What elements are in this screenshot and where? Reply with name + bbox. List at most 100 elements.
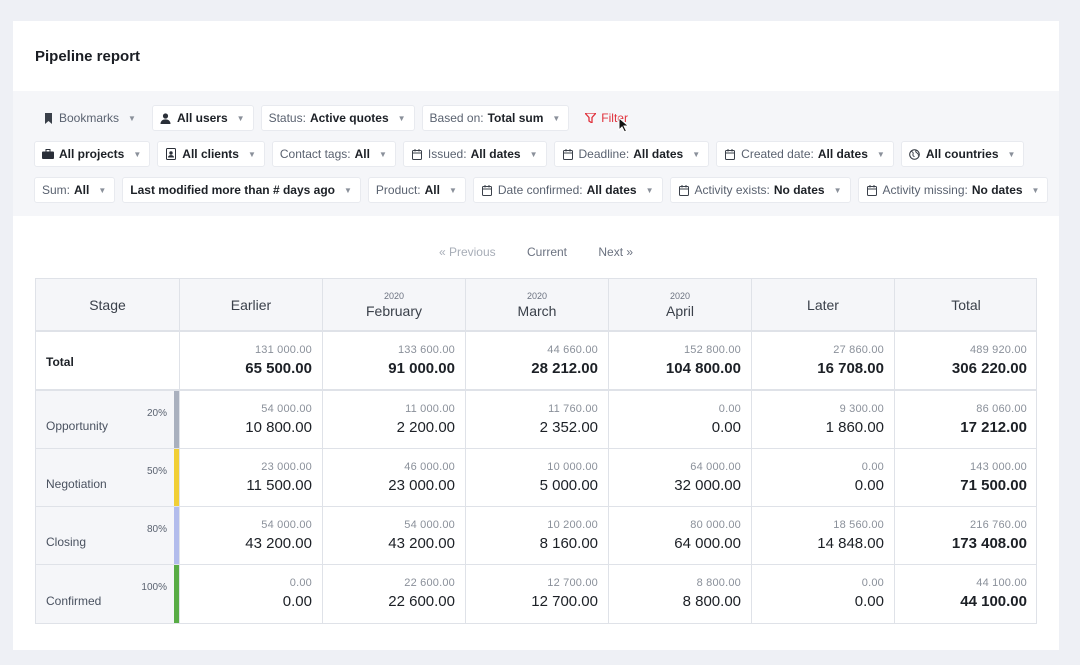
value-cell[interactable]: 489 920.00 306 220.00 bbox=[894, 332, 1037, 389]
value-cell[interactable]: 10 200.00 8 160.00 bbox=[465, 507, 608, 564]
activity-exists-filter[interactable]: Activity exists: No dates ▼ bbox=[669, 177, 851, 203]
sum-filter[interactable]: Sum: All ▼ bbox=[34, 177, 116, 203]
value-cell[interactable]: 9 300.00 1 860.00 bbox=[751, 391, 894, 448]
column-header-total[interactable]: Total bbox=[894, 279, 1037, 330]
column-header-march[interactable]: 2020 March bbox=[465, 279, 608, 330]
total-sum-value: 489 920.00 bbox=[969, 344, 1027, 356]
value-cell[interactable]: 11 760.00 2 352.00 bbox=[465, 391, 608, 448]
value-cell[interactable]: 12 700.00 12 700.00 bbox=[465, 565, 608, 623]
weighted-value: 2 352.00 bbox=[539, 419, 598, 436]
status-filter[interactable]: Status: Active quotes ▼ bbox=[260, 105, 415, 131]
value-cell[interactable]: 8 800.00 8 800.00 bbox=[608, 565, 751, 623]
all-users-filter[interactable]: All users ▼ bbox=[151, 105, 254, 131]
column-header-stage[interactable]: Stage bbox=[36, 279, 179, 330]
all-projects-filter[interactable]: All projects ▼ bbox=[34, 141, 151, 167]
value-cell[interactable]: 143 000.00 71 500.00 bbox=[894, 449, 1037, 506]
calendar-icon bbox=[866, 184, 878, 196]
total-sum-value: 9 300.00 bbox=[839, 403, 884, 415]
total-sum-value: 54 000.00 bbox=[261, 519, 312, 531]
value-cell[interactable]: 0.00 0.00 bbox=[751, 565, 894, 623]
value-cell[interactable]: 0.00 0.00 bbox=[179, 565, 322, 623]
activity-missing-filter[interactable]: Activity missing: No dates ▼ bbox=[857, 177, 1049, 203]
weighted-value: 0.00 bbox=[711, 419, 741, 436]
value-cell[interactable]: 86 060.00 17 212.00 bbox=[894, 391, 1037, 448]
title-bar: Pipeline report bbox=[13, 21, 1059, 91]
column-header-later[interactable]: Later bbox=[751, 279, 894, 330]
chevron-down-icon: ▼ bbox=[128, 113, 136, 123]
last-modified-more-than-days-ago-filter[interactable]: Last modified more than # days ago ▼ bbox=[122, 177, 361, 203]
weighted-value: 306 220.00 bbox=[951, 360, 1027, 377]
value-cell[interactable]: 80 000.00 64 000.00 bbox=[608, 507, 751, 564]
weighted-value: 5 000.00 bbox=[539, 477, 598, 494]
filter-panel: Bookmarks ▼ All users ▼ Status: Active quotes… bbox=[13, 91, 1059, 216]
total-sum-value: 80 000.00 bbox=[690, 519, 741, 531]
value-cell[interactable]: 23 000.00 11 500.00 bbox=[179, 449, 322, 506]
value-cell[interactable]: 0.00 0.00 bbox=[608, 391, 751, 448]
bookmarks-filter[interactable]: Bookmarks ▼ bbox=[34, 105, 145, 131]
value-cell[interactable]: 27 860.00 16 708.00 bbox=[751, 332, 894, 389]
value-cell[interactable]: 10 000.00 5 000.00 bbox=[465, 449, 608, 506]
created-date-filter[interactable]: Created date: All dates ▼ bbox=[716, 141, 894, 167]
value-cell[interactable]: 54 000.00 10 800.00 bbox=[179, 391, 322, 448]
previous-link[interactable]: « Previous bbox=[438, 245, 496, 259]
weighted-value: 71 500.00 bbox=[960, 477, 1027, 494]
column-label: February bbox=[365, 302, 423, 319]
value-cell[interactable]: 11 000.00 2 200.00 bbox=[322, 391, 465, 448]
stage-row-confirmed: Confirmed 100% 0.00 0.00 22 600.00 22 600.00 1… bbox=[36, 565, 1036, 623]
stage-cell: Closing 80% bbox=[36, 507, 179, 564]
stage-name: Confirmed bbox=[46, 594, 102, 608]
weighted-value: 32 000.00 bbox=[674, 477, 741, 494]
bookmark-icon bbox=[42, 112, 54, 124]
filter-icon bbox=[584, 112, 596, 124]
all-clients-filter[interactable]: All clients ▼ bbox=[157, 141, 265, 167]
stage-row-negotiation: Negotiation 50% 23 000.00 11 500.00 46 000.0… bbox=[36, 449, 1036, 507]
value-cell[interactable]: 152 800.00 104 800.00 bbox=[608, 332, 751, 389]
value-cell[interactable]: 22 600.00 22 600.00 bbox=[322, 565, 465, 623]
value-cell[interactable]: 54 000.00 43 200.00 bbox=[322, 507, 465, 564]
chevron-down-icon: ▼ bbox=[397, 113, 406, 123]
column-header-february[interactable]: 2020 February bbox=[322, 279, 465, 330]
calendar-icon bbox=[481, 184, 493, 196]
weighted-value: 0.00 bbox=[282, 593, 312, 610]
total-sum-value: 27 860.00 bbox=[833, 344, 884, 356]
calendar-icon bbox=[411, 148, 423, 160]
filter-value: Active quotes bbox=[309, 111, 389, 125]
pipeline-table: Stage Earlier 2020 February 2020 March 2020 Apr… bbox=[35, 278, 1037, 624]
total-sum-value: 10 000.00 bbox=[547, 461, 598, 473]
mouse-cursor-icon bbox=[618, 117, 630, 133]
stage-probability: 80% bbox=[146, 524, 167, 535]
filter-label: Based on: bbox=[429, 111, 484, 125]
value-cell[interactable]: 216 760.00 173 408.00 bbox=[894, 507, 1037, 564]
value-cell[interactable]: 46 000.00 23 000.00 bbox=[322, 449, 465, 506]
total-sum-value: 143 000.00 bbox=[969, 461, 1027, 473]
value-cell[interactable]: 54 000.00 43 200.00 bbox=[179, 507, 322, 564]
value-cell[interactable]: 44 100.00 44 100.00 bbox=[894, 565, 1037, 623]
filter-value: All bbox=[354, 147, 370, 161]
value-cell[interactable]: 133 600.00 91 000.00 bbox=[322, 332, 465, 389]
date-confirmed-filter[interactable]: Date confirmed: All dates ▼ bbox=[472, 177, 663, 203]
based-on-filter[interactable]: Based on: Total sum ▼ bbox=[421, 105, 570, 131]
deadline-filter[interactable]: Deadline: All dates ▼ bbox=[553, 141, 710, 167]
next-link[interactable]: Next » bbox=[598, 245, 634, 259]
value-cell[interactable]: 131 000.00 65 500.00 bbox=[179, 332, 322, 389]
weighted-value: 1 860.00 bbox=[825, 419, 884, 436]
column-label: March bbox=[517, 302, 557, 319]
chevron-down-icon: ▼ bbox=[1031, 185, 1040, 195]
column-header-earlier[interactable]: Earlier bbox=[179, 279, 322, 330]
issued-filter[interactable]: Issued: All dates ▼ bbox=[402, 141, 547, 167]
product-filter[interactable]: Product: All ▼ bbox=[367, 177, 466, 203]
column-header-april[interactable]: 2020 April bbox=[608, 279, 751, 330]
weighted-value: 16 708.00 bbox=[817, 360, 884, 377]
calendar-icon bbox=[678, 184, 690, 196]
weighted-value: 8 160.00 bbox=[539, 535, 598, 552]
total-sum-value: 152 800.00 bbox=[683, 344, 741, 356]
value-cell[interactable]: 18 560.00 14 848.00 bbox=[751, 507, 894, 564]
contact-tags-filter[interactable]: Contact tags: All ▼ bbox=[271, 141, 396, 167]
all-countries-filter[interactable]: All countries ▼ bbox=[900, 141, 1025, 167]
current-link[interactable]: Current bbox=[527, 245, 568, 259]
value-cell[interactable]: 44 660.00 28 212.00 bbox=[465, 332, 608, 389]
value-cell[interactable]: 0.00 0.00 bbox=[751, 449, 894, 506]
weighted-value: 44 100.00 bbox=[960, 593, 1027, 610]
value-cell[interactable]: 64 000.00 32 000.00 bbox=[608, 449, 751, 506]
stage-cell: Confirmed 100% bbox=[36, 565, 179, 623]
